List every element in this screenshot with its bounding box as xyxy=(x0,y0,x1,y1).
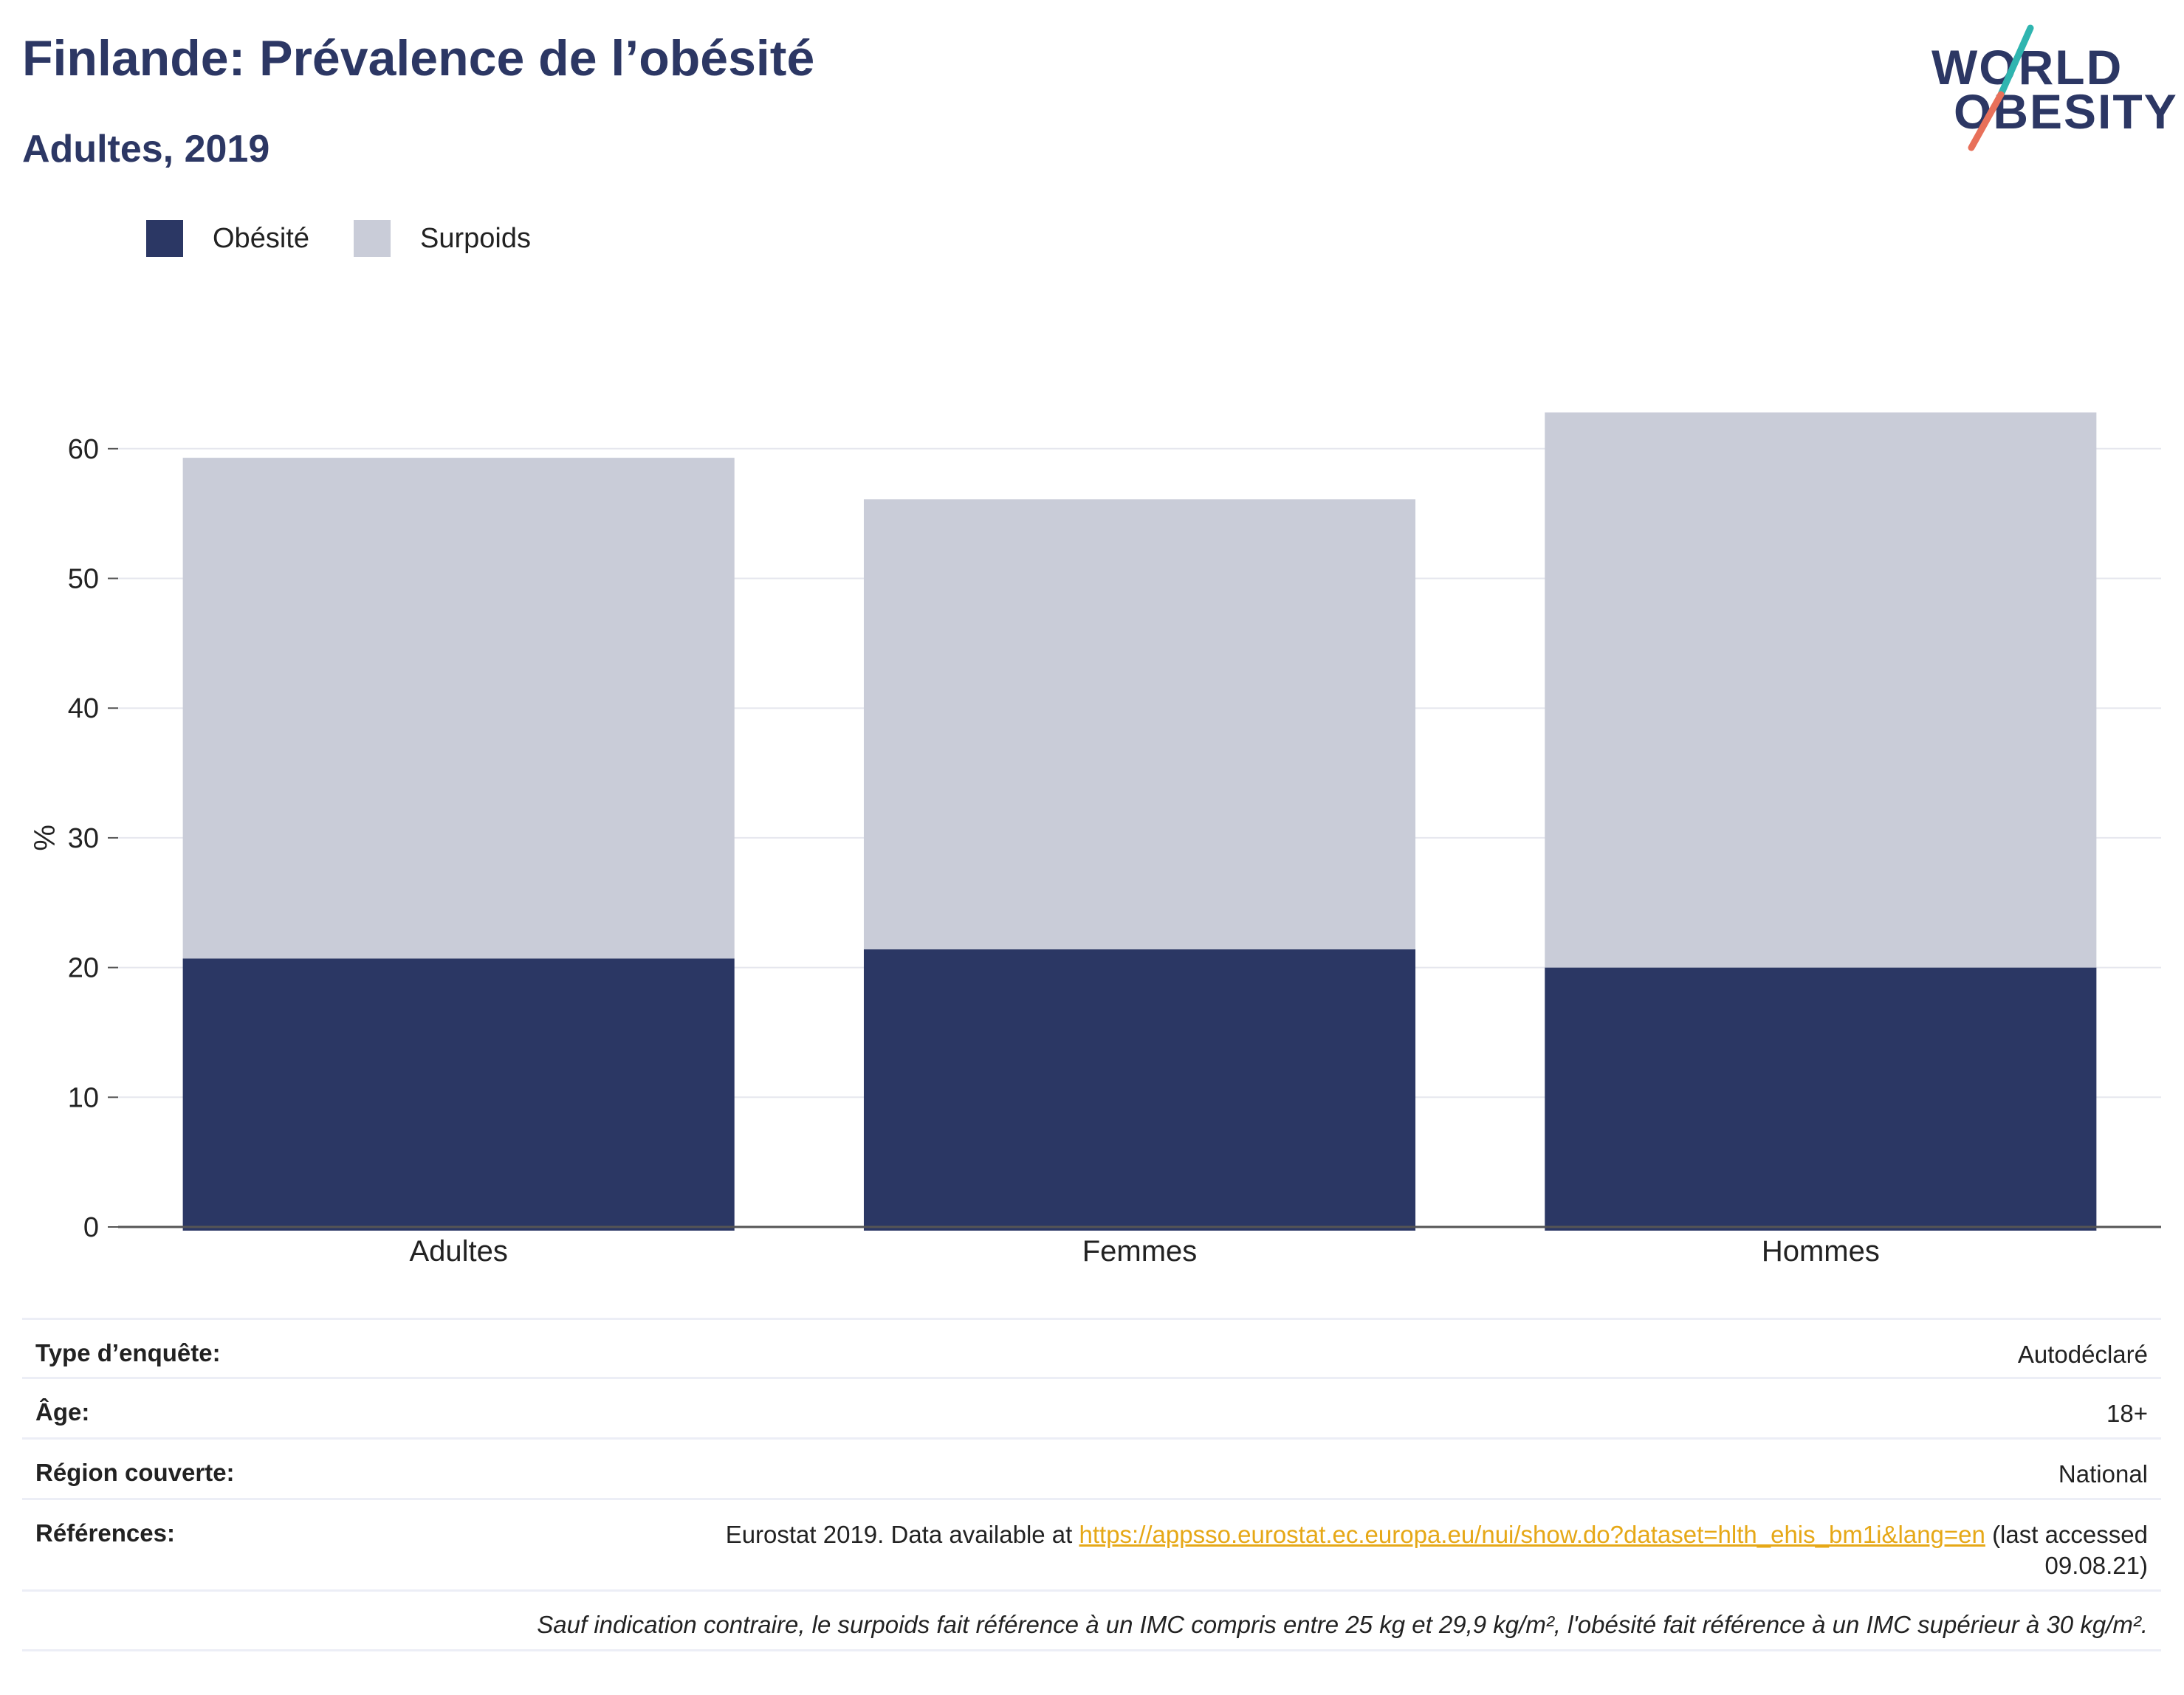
references-link[interactable]: https://appsso.eurostat.ec.europa.eu/nui… xyxy=(1079,1521,1985,1548)
y-tick-label-30: 30 xyxy=(68,823,99,854)
legend-item-obesity[interactable]: Obésité xyxy=(146,220,309,257)
y-axis-title: % xyxy=(29,825,61,851)
x-tick-label-adultes: Adultes xyxy=(409,1235,507,1268)
age-label: Âge: xyxy=(35,1398,90,1426)
legend-item-overweight[interactable]: Surpoids xyxy=(353,220,531,257)
info-row-survey-type: Type d’enquête: Autodéclaré xyxy=(22,1318,2161,1377)
bar-obesity-femmes xyxy=(863,949,1416,1231)
survey-type-label: Type d’enquête: xyxy=(35,1339,221,1366)
bar-chart: 0 10 20 30 40 50 60% Adultes Femmes Hommes xyxy=(29,412,2161,1268)
logo-slash-bottom xyxy=(1968,91,2005,151)
y-tick-label-0: 0 xyxy=(83,1212,99,1243)
page-title: Finlande: Prévalence de l’obésité xyxy=(22,30,815,86)
region-value: National xyxy=(2058,1460,2148,1488)
info-row-note: Sauf indication contraire, le surpoids f… xyxy=(22,1589,2161,1651)
bar-obesity-hommes xyxy=(1545,967,2097,1231)
survey-type-value: Autodéclaré xyxy=(2017,1341,2148,1368)
legend-label-obesity: Obésité xyxy=(213,222,309,254)
legend-swatch-overweight xyxy=(353,220,391,257)
info-table: Type d’enquête: Autodéclaré Âge: 18+ Rég… xyxy=(22,1318,2161,1651)
y-tick-label-40: 40 xyxy=(68,693,99,724)
logo-slash-icon xyxy=(1968,24,2034,151)
x-tick-label-femmes: Femmes xyxy=(1082,1235,1198,1268)
info-row-age: Âge: 18+ xyxy=(22,1377,2161,1437)
world-obesity-logo: WORLD OBESITY xyxy=(1920,21,2177,161)
definition-note: Sauf indication contraire, le surpoids f… xyxy=(537,1611,2148,1638)
info-row-region: Région couverte: National xyxy=(22,1437,2161,1498)
logo-line-1: WORLD xyxy=(1931,40,2123,94)
logo-slash-top xyxy=(1997,24,2034,98)
legend-swatch-obesity xyxy=(146,220,183,257)
legend-label-overweight: Surpoids xyxy=(419,222,531,254)
bar-obesity-adultes xyxy=(182,958,735,1231)
references-prefix: Eurostat 2019. Data available at xyxy=(725,1521,1073,1548)
page-subtitle: Adultes, 2019 xyxy=(22,128,270,171)
y-tick-label-20: 20 xyxy=(68,953,99,984)
references-suffix: (last accessed xyxy=(1992,1521,2148,1548)
age-value: 18+ xyxy=(2106,1400,2148,1427)
bar-overweight-femmes xyxy=(863,499,1416,950)
chart-legend: Obésité Surpoids xyxy=(146,220,575,257)
region-label: Région couverte: xyxy=(35,1459,235,1486)
references-date: 09.08.21) xyxy=(2044,1552,2148,1580)
bar-overweight-hommes xyxy=(1545,412,2097,968)
y-tick-label-60: 60 xyxy=(68,434,99,465)
references-value: Eurostat 2019. Data available at https:/… xyxy=(726,1519,2148,1581)
references-label: Références: xyxy=(35,1519,175,1547)
bar-overweight-adultes xyxy=(182,458,735,959)
y-tick-label-50: 50 xyxy=(68,564,99,595)
y-tick-label-10: 10 xyxy=(68,1082,99,1113)
x-tick-label-hommes: Hommes xyxy=(1762,1235,1880,1268)
info-row-references: Références: Eurostat 2019. Data availabl… xyxy=(22,1498,2161,1589)
